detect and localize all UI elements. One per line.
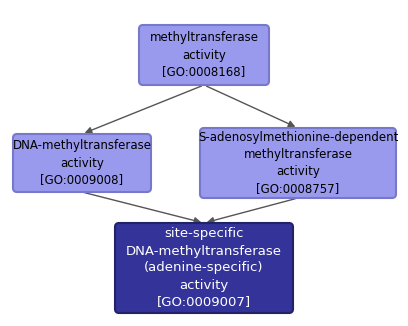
Text: methyltransferase
activity
[GO:0008168]: methyltransferase activity [GO:0008168] (149, 32, 259, 79)
Text: site-specific
DNA-methyltransferase
(adenine-specific)
activity
[GO:0009007]: site-specific DNA-methyltransferase (ade… (126, 228, 282, 308)
Text: DNA-methyltransferase
activity
[GO:0009008]: DNA-methyltransferase activity [GO:00090… (13, 140, 151, 186)
FancyBboxPatch shape (139, 25, 269, 85)
FancyBboxPatch shape (13, 134, 151, 192)
FancyBboxPatch shape (115, 223, 293, 313)
FancyBboxPatch shape (200, 128, 396, 198)
Text: S-adenosylmethionine-dependent
methyltransferase
activity
[GO:0008757]: S-adenosylmethionine-dependent methyltra… (198, 131, 398, 195)
